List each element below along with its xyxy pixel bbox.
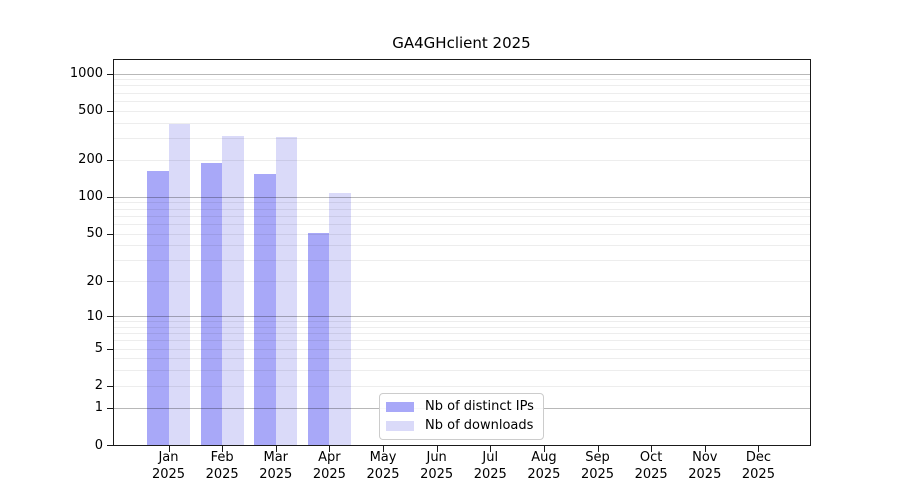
x-tick-label: Nov 2025 [673,449,737,483]
bar [254,173,276,445]
bar [329,193,351,445]
bar [275,136,298,445]
legend-swatch [386,401,414,412]
x-tick-year: 2025 [527,467,561,482]
x-tick [490,446,491,452]
y-tick-label: 500 [78,103,103,119]
x-tick [276,446,277,452]
x-tick-month: Aug [531,450,557,465]
x-tick-year: 2025 [634,467,668,482]
x-tick-label: Sep 2025 [566,449,630,483]
y-tick [107,111,113,112]
x-tick-year: 2025 [741,467,775,482]
x-tick [169,446,170,452]
minor-gridline [113,85,810,86]
x-tick [437,446,438,452]
x-tick [383,446,384,452]
minor-gridline [113,111,810,112]
x-tick-year: 2025 [473,467,507,482]
x-tick-year: 2025 [259,467,293,482]
x-tick [705,446,706,452]
minor-gridline [113,123,810,124]
legend-swatch [386,420,414,431]
y-tick-label: 1000 [69,66,103,81]
bar [147,171,169,445]
x-tick [598,446,599,452]
y-tick-label: 0 [94,437,103,453]
x-tick-label: May 2025 [351,449,415,483]
x-tick-month: Nov [692,450,718,465]
y-tick [107,74,113,75]
legend-item: Nb of distinct IPs [386,398,537,415]
y-tick [107,281,113,282]
x-tick-year: 2025 [151,467,186,482]
y-tick [107,408,113,409]
x-tick-year: 2025 [205,467,239,482]
y-tick-label: 2 [94,378,103,394]
x-tick-label: Jul 2025 [458,449,522,483]
x-tick-month: Jan [158,450,179,465]
y-tick [107,349,113,350]
x-tick-month: Mar [263,450,289,465]
x-tick-month: Dec [745,450,771,465]
x-tick-label: Aug 2025 [512,449,576,483]
x-tick-month: Feb [210,450,234,465]
x-tick-year: 2025 [688,467,722,482]
y-tick [107,445,113,446]
x-tick-year: 2025 [580,467,615,482]
minor-gridline [113,138,810,139]
x-tick-month: Apr [318,450,341,465]
x-tick-year: 2025 [312,467,346,482]
x-tick-label: Jan 2025 [137,449,201,483]
chart-title: GA4GHclient 2025 [392,34,531,52]
x-tick [329,446,330,452]
minor-gridline [113,160,810,161]
x-tick-year: 2025 [366,467,400,482]
x-tick-month: Oct [639,450,663,465]
legend-item: Nb of downloads [386,417,537,434]
y-tick-label: 5 [94,341,103,357]
minor-gridline [113,79,810,80]
x-tick-month: May [369,450,397,465]
bar [200,163,223,445]
y-tick-label: 200 [78,152,103,168]
bar [307,232,330,445]
y-tick-label: 10 [86,308,103,324]
y-tick [107,197,113,198]
y-tick [107,234,113,235]
x-tick-label: Jun 2025 [405,449,469,483]
y-tick-label: 20 [86,273,103,289]
x-tick [758,446,759,452]
legend-label: Nb of distinct IPs [425,399,534,414]
bar [168,124,190,445]
minor-gridline [113,93,810,94]
legend: Nb of distinct IPs Nb of downloads [379,393,544,440]
x-tick-label: Oct 2025 [619,449,683,483]
y-tick-label: 50 [86,226,103,242]
x-tick-month: Sep [585,450,610,465]
x-tick-label: Feb 2025 [190,449,254,483]
x-tick [544,446,545,452]
x-tick-label: Dec 2025 [726,449,790,483]
y-tick [107,316,113,317]
y-tick-label: 100 [78,189,103,205]
minor-gridline [113,101,810,102]
y-tick-label: 1 [94,400,103,416]
bar [222,135,244,445]
legend-label: Nb of downloads [425,418,534,433]
major-gridline [113,74,810,75]
y-tick [107,386,113,387]
x-tick [222,446,223,452]
x-tick-month: Jun [426,450,447,465]
x-tick-month: Jul [482,450,499,465]
x-tick-year: 2025 [420,467,454,482]
x-tick [651,446,652,452]
y-tick [107,160,113,161]
x-tick-label: Apr 2025 [297,449,361,483]
x-tick-label: Mar 2025 [244,449,308,483]
